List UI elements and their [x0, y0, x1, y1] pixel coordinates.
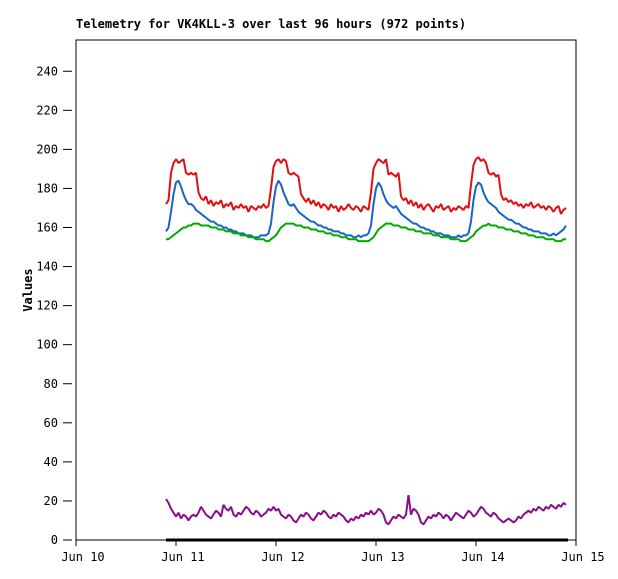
y-tick-label: 60: [44, 416, 58, 430]
chart-title: Telemetry for VK4KLL-3 over last 96 hour…: [76, 17, 467, 31]
series-channel-green: [166, 222, 566, 243]
y-tick-label: 160: [36, 221, 58, 235]
y-tick-label: 140: [36, 260, 58, 274]
y-tick-label: 240: [36, 64, 58, 78]
y-tick-label: 200: [36, 142, 58, 156]
y-tick-label: 0: [51, 533, 58, 547]
x-tick-label: Jun 15: [561, 550, 604, 564]
y-tick-label: 220: [36, 103, 58, 117]
x-tick-label: Jun 10: [61, 550, 104, 564]
y-tick-label: 100: [36, 338, 58, 352]
series-channel-red: [165, 156, 567, 215]
plot-frame: [75, 39, 577, 541]
y-axis-label: Values: [21, 268, 35, 312]
y-tick-label: 180: [36, 181, 58, 195]
x-tick-label: Jun 11: [161, 550, 204, 564]
series-channel-purple: [165, 494, 567, 526]
y-tick-label: 120: [36, 299, 58, 313]
y-tick-label: 40: [44, 455, 58, 469]
y-tick-label: 20: [44, 494, 58, 508]
series-channel-blue: [165, 179, 567, 239]
x-tick-label: Jun 14: [461, 550, 504, 564]
y-tick-label: 80: [44, 377, 58, 391]
x-tick-label: Jun 12: [261, 550, 304, 564]
x-tick-label: Jun 13: [361, 550, 404, 564]
